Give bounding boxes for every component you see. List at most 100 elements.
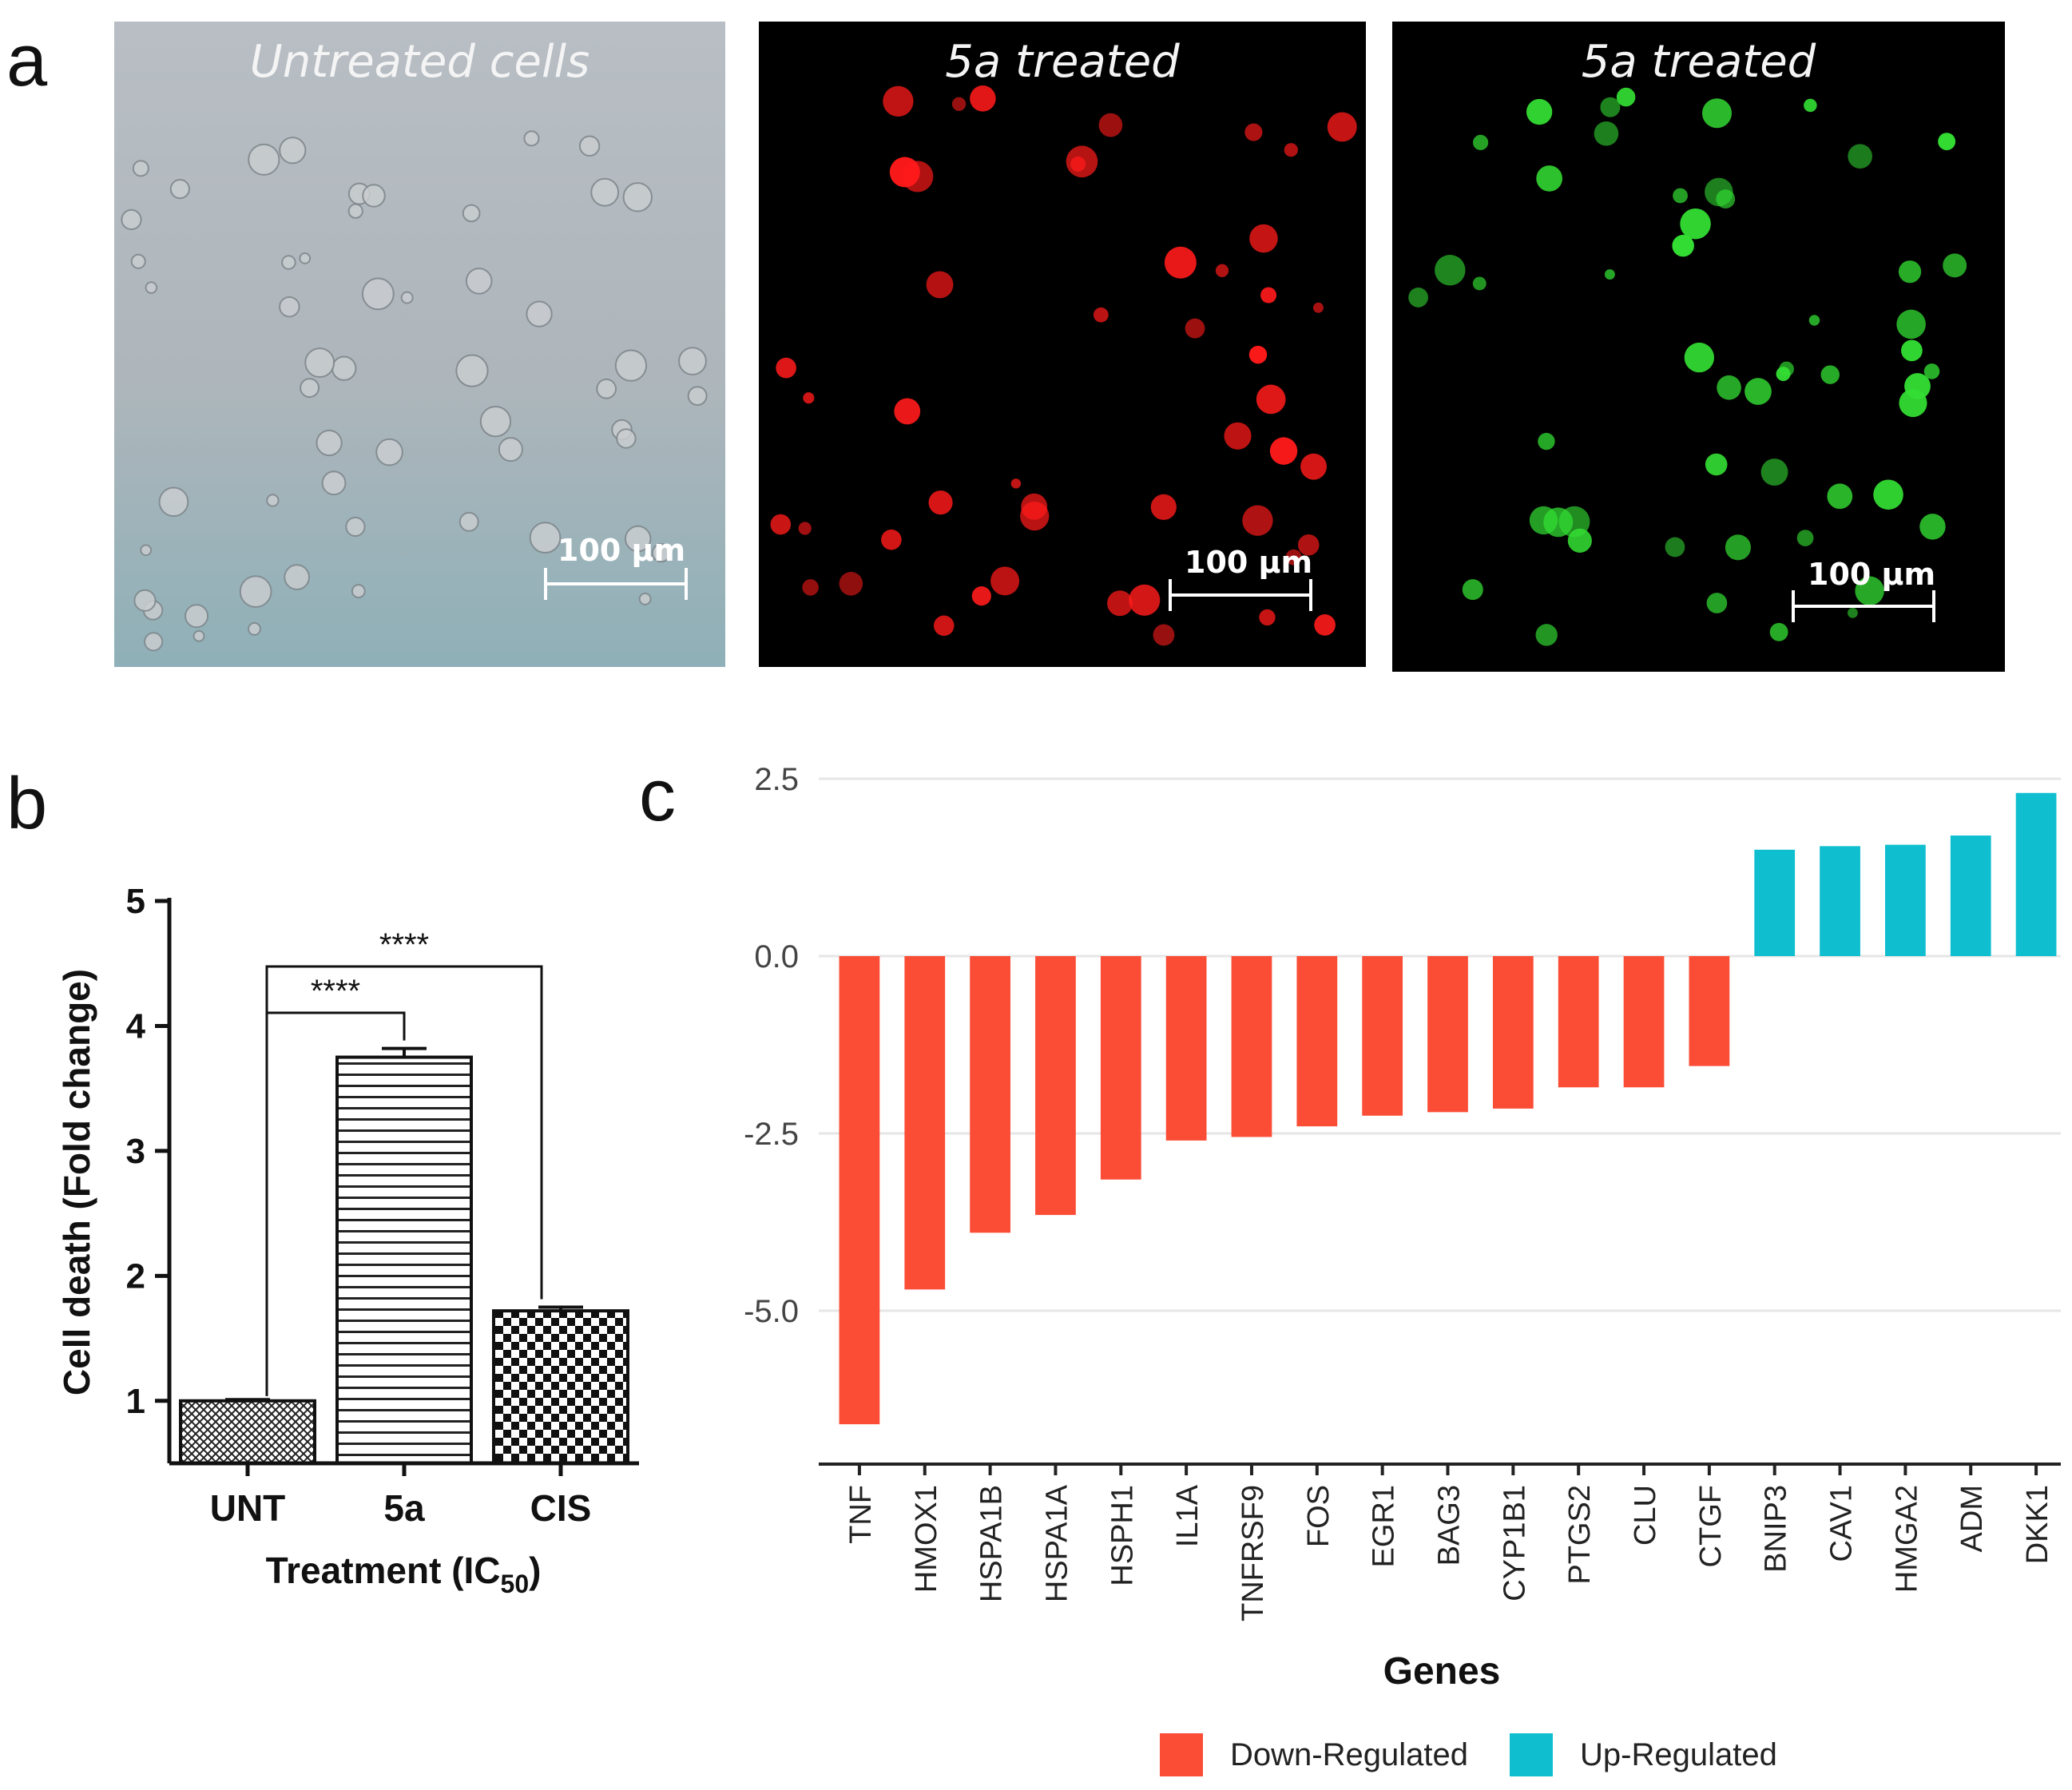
cell xyxy=(526,300,553,327)
micro-cells-untreated xyxy=(121,130,708,652)
chart-c-bar xyxy=(1689,956,1730,1066)
scale-label-red: 100 µm xyxy=(1185,545,1313,580)
cell xyxy=(1847,607,1858,618)
chart-c-xtick-label: DKK1 xyxy=(2021,1485,2054,1564)
cell xyxy=(1248,345,1268,364)
cell xyxy=(1684,342,1715,373)
cell xyxy=(1827,483,1853,510)
chart-b-xlabel: Treatment (IC50) xyxy=(266,1550,542,1598)
cell xyxy=(1327,112,1357,142)
cell xyxy=(651,543,671,563)
chart-b-significance-label: **** xyxy=(379,927,429,962)
cell xyxy=(1873,479,1903,510)
cell xyxy=(839,571,863,596)
cell xyxy=(361,277,395,311)
cell xyxy=(971,586,991,606)
cell xyxy=(1010,478,1022,489)
cell xyxy=(158,486,189,518)
cell xyxy=(638,592,652,605)
micro-title-untreated: Untreated cells xyxy=(249,36,590,88)
chart-c-xtick-label: HSPH1 xyxy=(1105,1485,1139,1586)
chart-c-xtick-label: BAG3 xyxy=(1433,1485,1467,1566)
cell xyxy=(1535,624,1558,646)
cell xyxy=(1923,363,1940,379)
cell xyxy=(279,137,307,165)
cell xyxy=(375,438,403,466)
cell xyxy=(1776,367,1791,382)
cell xyxy=(462,204,481,223)
cell xyxy=(321,470,347,496)
cell xyxy=(279,296,300,318)
cell xyxy=(622,182,653,212)
micro-title-green: 5a treated xyxy=(1581,36,1816,88)
cell xyxy=(894,398,921,425)
cell xyxy=(1153,624,1175,646)
cell xyxy=(498,437,523,462)
cell xyxy=(465,268,493,295)
chart-c-xtick-label: HSPA1A xyxy=(1040,1484,1074,1602)
cell xyxy=(616,428,637,449)
cell xyxy=(1796,530,1814,546)
cell xyxy=(455,354,489,387)
cell xyxy=(1898,260,1922,284)
cell xyxy=(132,160,149,177)
cell xyxy=(990,566,1020,596)
chart-b-ytick-label: 1 xyxy=(126,1382,145,1421)
chart-c-xlabel: Genes xyxy=(1383,1650,1501,1693)
cell xyxy=(1616,87,1636,107)
chart-c-bar xyxy=(1165,956,1207,1141)
cell xyxy=(185,604,209,629)
cell xyxy=(1259,609,1276,626)
chart-b-significance-bracket xyxy=(265,965,543,1396)
cell xyxy=(928,490,953,515)
cell xyxy=(1855,576,1884,605)
cell xyxy=(133,589,157,612)
cell xyxy=(300,378,320,399)
chart-c-bar xyxy=(1820,846,1860,956)
cell xyxy=(678,347,707,376)
chart-c-xtick-label: BNIP3 xyxy=(1760,1485,1793,1573)
chart-c-ytick-label: 2.5 xyxy=(754,762,799,797)
cell xyxy=(1919,514,1946,540)
cell xyxy=(1672,234,1694,257)
cell xyxy=(121,208,142,231)
chart-c-xtick-label: IL1A xyxy=(1171,1484,1205,1547)
chart-c-xtick-label: PTGS2 xyxy=(1563,1485,1597,1585)
chart-b-xlabel-main: Treatment (IC xyxy=(266,1550,501,1591)
chart-b-ytick-label: 5 xyxy=(126,882,145,921)
cell xyxy=(362,184,386,208)
cell xyxy=(802,579,819,596)
chart-b-xlabel-end: ) xyxy=(529,1550,541,1591)
cell xyxy=(596,378,617,399)
cell xyxy=(458,511,479,532)
chart-c-xtick-label: HMGA2 xyxy=(1890,1485,1923,1593)
chart-c-bar xyxy=(1231,956,1272,1137)
cell xyxy=(144,632,164,652)
chart-b-ytick-label: 2 xyxy=(126,1256,145,1296)
scale-label-untreated: 100 µm xyxy=(558,533,686,568)
cell xyxy=(933,615,955,637)
chart-c-xtick-label: ADM xyxy=(1955,1485,1989,1552)
cell xyxy=(400,291,414,304)
cell xyxy=(1899,389,1927,418)
cell xyxy=(1538,432,1555,450)
cell xyxy=(316,429,343,457)
cell xyxy=(140,544,153,557)
cell xyxy=(1769,622,1788,641)
chart-c-bar xyxy=(1950,835,1991,956)
cell xyxy=(1594,121,1619,146)
cell xyxy=(1901,339,1923,362)
micro-cells-green xyxy=(1408,87,1967,646)
cell xyxy=(1705,177,1733,207)
chart-b-bar xyxy=(335,1055,473,1465)
legend-swatch-down xyxy=(1160,1733,1203,1776)
cell xyxy=(1185,318,1205,339)
cell xyxy=(1260,287,1277,304)
chart-c-xtick-label: CTGF xyxy=(1694,1485,1728,1567)
cell xyxy=(687,386,708,407)
panel-a-letter: a xyxy=(6,20,48,101)
chart-c-ytick-label: -2.5 xyxy=(744,1117,799,1152)
cell xyxy=(345,516,366,538)
scale-bar-red xyxy=(1169,579,1312,611)
cell xyxy=(1717,375,1741,400)
